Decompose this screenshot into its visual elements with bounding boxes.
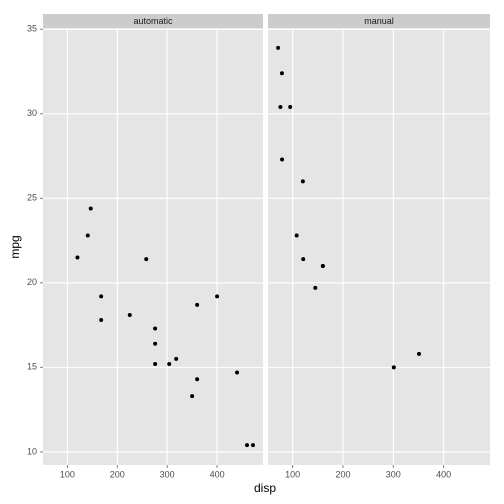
- point: [215, 294, 220, 299]
- strip-background: [268, 14, 490, 28]
- point: [195, 302, 200, 307]
- strip-background: [43, 14, 263, 28]
- point: [279, 71, 284, 76]
- strip-label: manual: [364, 16, 394, 26]
- x-tick-label: 200: [110, 469, 125, 479]
- y-tick-label: 30: [27, 108, 37, 118]
- point: [278, 105, 283, 110]
- x-tick-label: 300: [160, 469, 175, 479]
- point: [245, 443, 250, 448]
- y-tick-label: 20: [27, 277, 37, 287]
- x-tick-label: 300: [386, 469, 401, 479]
- point: [88, 206, 93, 211]
- point: [127, 312, 132, 317]
- point: [99, 318, 104, 323]
- point: [301, 257, 306, 262]
- x-tick-label: 200: [335, 469, 350, 479]
- point: [313, 285, 318, 290]
- y-tick-label: 35: [27, 24, 37, 34]
- point: [250, 443, 255, 448]
- point: [153, 341, 158, 346]
- point: [174, 356, 179, 361]
- x-tick-label: 400: [210, 469, 225, 479]
- point: [75, 255, 80, 260]
- point: [167, 361, 172, 366]
- point: [153, 326, 158, 331]
- point: [195, 377, 200, 382]
- x-tick-label: 100: [60, 469, 75, 479]
- point: [235, 370, 240, 375]
- y-tick-label: 15: [27, 362, 37, 372]
- y-axis-title: mpg: [8, 235, 22, 258]
- point: [320, 263, 325, 268]
- strip-label: automatic: [133, 16, 173, 26]
- point: [288, 105, 293, 110]
- point: [276, 45, 281, 50]
- point: [144, 257, 149, 262]
- y-tick-label: 25: [27, 193, 37, 203]
- panel-background: [268, 28, 490, 465]
- point: [416, 351, 421, 356]
- point: [99, 294, 104, 299]
- point: [280, 157, 285, 162]
- x-axis-title: disp: [254, 481, 276, 495]
- point: [391, 365, 396, 370]
- panel-background: [43, 28, 263, 465]
- point: [153, 361, 158, 366]
- x-tick-label: 100: [285, 469, 300, 479]
- point: [300, 179, 305, 184]
- point: [85, 233, 90, 238]
- point: [294, 233, 299, 238]
- y-tick-label: 10: [27, 446, 37, 456]
- point: [190, 394, 195, 399]
- x-tick-label: 400: [436, 469, 451, 479]
